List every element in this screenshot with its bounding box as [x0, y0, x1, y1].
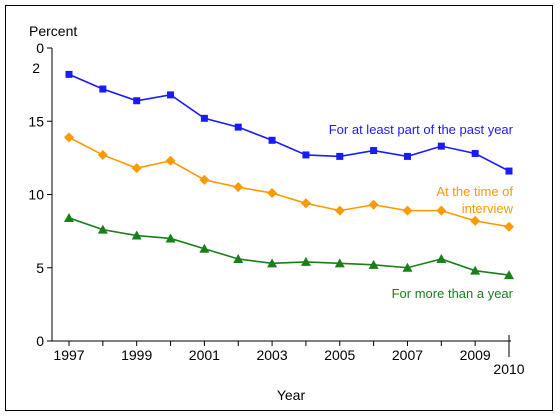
data-point-square [505, 167, 513, 175]
series-lines [68, 73, 510, 276]
data-point-square [234, 123, 242, 131]
data-point-diamond [131, 163, 142, 174]
data-point-diamond [165, 155, 176, 166]
series-label-interview-line1: At the time of [436, 184, 513, 199]
data-point-triangle [97, 224, 108, 234]
data-point-square [133, 97, 141, 105]
data-point-square [437, 142, 445, 150]
x-axis-title: Year [277, 387, 306, 403]
series-markers [64, 70, 514, 280]
data-point-square [302, 151, 310, 159]
data-point-triangle [199, 243, 210, 253]
data-point-diamond [199, 174, 210, 185]
data-point-square [99, 85, 107, 93]
y-tick-label: 10 [28, 187, 44, 203]
series-line [68, 217, 510, 276]
data-point-diamond [504, 221, 514, 232]
data-point-triangle [504, 270, 514, 280]
data-point-square [336, 152, 344, 160]
data-point-triangle [165, 233, 176, 243]
y-tick-label: 0 [36, 333, 44, 349]
series-line [68, 136, 510, 228]
data-point-square [370, 147, 378, 155]
x-tick-label: 1997 [53, 347, 84, 363]
data-point-square [268, 136, 276, 144]
series-line [68, 73, 510, 172]
x-tick-label: 1999 [121, 347, 152, 363]
data-point-triangle [267, 258, 278, 268]
x-tick-label: 2007 [392, 347, 423, 363]
series-label-past-year: For at least part of the past year [329, 122, 514, 137]
data-point-diamond [368, 199, 379, 210]
data-point-triangle [300, 256, 311, 266]
y-tick-label: 2 [32, 60, 40, 76]
y-tick-label: 0 [36, 40, 44, 56]
x-tick-label: 2010 [493, 361, 524, 377]
data-point-diamond [300, 198, 311, 209]
y-tick-label: 15 [28, 113, 44, 129]
data-point-triangle [233, 253, 244, 263]
data-point-triangle [436, 253, 447, 263]
series-label-interview-line2: interview [462, 201, 514, 216]
data-point-square [200, 114, 208, 122]
data-point-square [65, 70, 73, 78]
data-point-diamond [233, 182, 244, 193]
data-point-triangle [334, 258, 345, 268]
data-point-triangle [368, 259, 379, 269]
chart-frame [5, 5, 553, 411]
data-point-diamond [436, 205, 447, 216]
data-point-diamond [402, 205, 413, 216]
data-point-square [471, 149, 479, 157]
data-point-diamond [267, 188, 278, 199]
series-labels: For at least part of the past year At the… [329, 122, 514, 301]
x-tick-label: 2003 [256, 347, 287, 363]
y-tick-label: 5 [36, 260, 44, 276]
data-point-square [403, 152, 411, 160]
data-point-diamond [334, 205, 345, 216]
series-label-more-than-year: For more than a year [392, 286, 514, 301]
y-axis-title: Percent [29, 23, 77, 39]
data-point-triangle [131, 230, 142, 240]
x-tick-label: 2009 [460, 347, 491, 363]
data-point-triangle [470, 265, 481, 275]
data-point-square [167, 91, 175, 99]
data-point-diamond [470, 215, 481, 226]
data-point-diamond [97, 149, 108, 160]
data-point-triangle [64, 212, 74, 222]
y-ticks: 0 5 10 15 0 2 [28, 40, 52, 349]
x-tick-label: 2005 [324, 347, 355, 363]
data-point-diamond [64, 132, 74, 143]
x-tick-label: 2001 [189, 347, 220, 363]
data-point-triangle [402, 262, 413, 272]
